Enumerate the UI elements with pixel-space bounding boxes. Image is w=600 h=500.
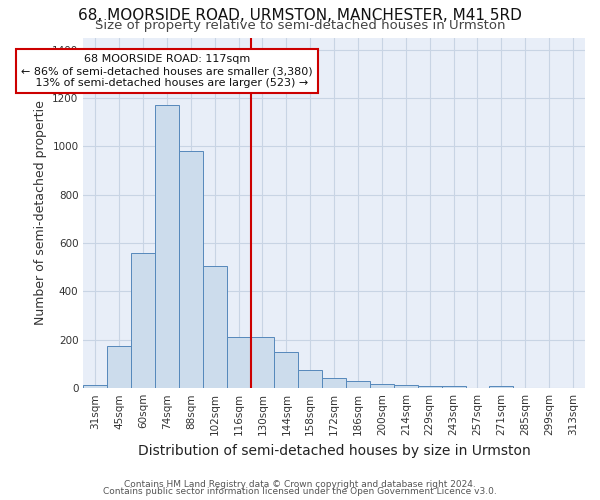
Bar <box>298 370 322 388</box>
Bar <box>179 151 203 388</box>
Bar <box>107 346 131 388</box>
Bar <box>251 338 274 388</box>
Text: 68, MOORSIDE ROAD, URMSTON, MANCHESTER, M41 5RD: 68, MOORSIDE ROAD, URMSTON, MANCHESTER, … <box>78 8 522 22</box>
Bar <box>203 266 227 388</box>
Text: 68 MOORSIDE ROAD: 117sqm
← 86% of semi-detached houses are smaller (3,380)
   13: 68 MOORSIDE ROAD: 117sqm ← 86% of semi-d… <box>21 54 313 88</box>
Bar <box>83 384 107 388</box>
Bar <box>490 386 514 388</box>
Bar <box>131 252 155 388</box>
Y-axis label: Number of semi-detached propertie: Number of semi-detached propertie <box>34 100 47 326</box>
Bar <box>227 338 251 388</box>
Bar <box>418 386 442 388</box>
Bar <box>155 105 179 388</box>
Bar <box>322 378 346 388</box>
Bar <box>394 384 418 388</box>
Text: Contains HM Land Registry data © Crown copyright and database right 2024.: Contains HM Land Registry data © Crown c… <box>124 480 476 489</box>
Text: Size of property relative to semi-detached houses in Urmston: Size of property relative to semi-detach… <box>95 19 505 32</box>
Bar <box>442 386 466 388</box>
Bar <box>370 384 394 388</box>
Text: Contains public sector information licensed under the Open Government Licence v3: Contains public sector information licen… <box>103 487 497 496</box>
X-axis label: Distribution of semi-detached houses by size in Urmston: Distribution of semi-detached houses by … <box>138 444 530 458</box>
Bar <box>274 352 298 388</box>
Bar <box>346 381 370 388</box>
